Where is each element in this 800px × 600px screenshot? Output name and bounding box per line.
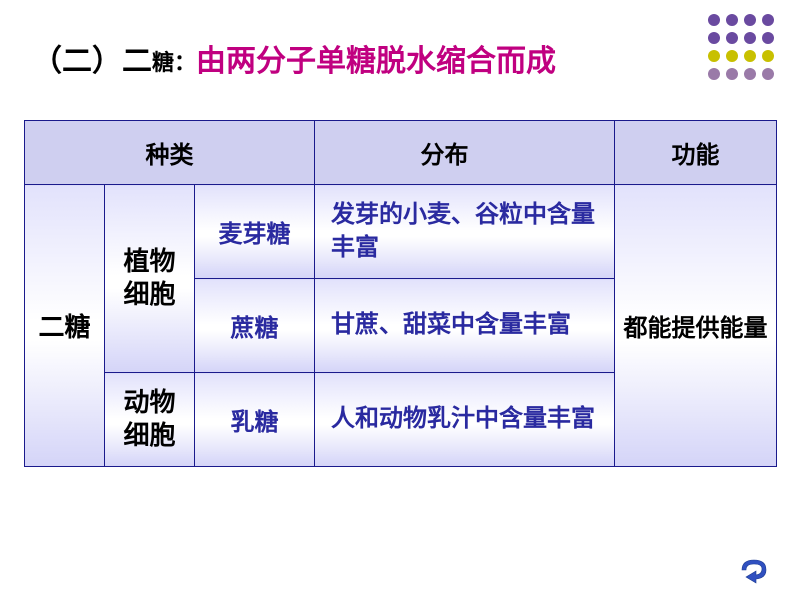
source-plant-cell: 植物细胞 xyxy=(105,185,195,373)
dot xyxy=(708,50,720,62)
dot xyxy=(726,68,738,80)
dot xyxy=(708,68,720,80)
dot xyxy=(726,50,738,62)
dot xyxy=(744,50,756,62)
sugar-cell: 蔗糖 xyxy=(195,279,315,373)
sugar-cell: 乳糖 xyxy=(195,373,315,467)
dot xyxy=(762,14,774,26)
title-highlight: 由两分子单糖脱水缩合而成 xyxy=(196,45,556,78)
distribution-text: 甘蔗、甜菜中含量丰富 xyxy=(315,309,614,341)
sugar-cell: 麦芽糖 xyxy=(195,185,315,279)
slide-container: （二）二糖：由两分子单糖脱水缩合而成 种类 分布 功能 二糖 植物细胞 麦芽糖 … xyxy=(0,0,800,600)
dot xyxy=(708,32,720,44)
dot xyxy=(744,32,756,44)
dot xyxy=(744,14,756,26)
header-distribution: 分布 xyxy=(315,121,615,185)
table-row: 二糖 植物细胞 麦芽糖 发芽的小麦、谷粒中含量丰富 都能提供能量 xyxy=(25,185,777,279)
dot xyxy=(762,32,774,44)
dot xyxy=(726,14,738,26)
source-animal-cell: 动物细胞 xyxy=(105,373,195,467)
header-type: 种类 xyxy=(25,121,315,185)
dot xyxy=(762,68,774,80)
sugar-name: 蔗糖 xyxy=(231,316,279,342)
category-text: 二糖 xyxy=(38,313,90,342)
disaccharide-table: 种类 分布 功能 二糖 植物细胞 麦芽糖 发芽的小麦、谷粒中含量丰富 都能提供能… xyxy=(24,120,777,467)
source-animal-text: 动物细胞 xyxy=(105,387,194,452)
function-text: 都能提供能量 xyxy=(624,316,768,342)
title-prefix-small: 糖： xyxy=(152,50,196,75)
source-plant-text: 植物细胞 xyxy=(105,246,194,311)
decorative-dots xyxy=(708,14,776,82)
category-cell: 二糖 xyxy=(25,185,105,467)
table-header-row: 种类 分布 功能 xyxy=(25,121,777,185)
dot xyxy=(744,68,756,80)
sugar-name: 麦芽糖 xyxy=(219,222,291,248)
distribution-text: 发芽的小麦、谷粒中含量丰富 xyxy=(315,199,614,264)
distribution-text: 人和动物乳汁中含量丰富 xyxy=(315,403,614,435)
dot xyxy=(708,14,720,26)
distribution-cell: 甘蔗、甜菜中含量丰富 xyxy=(315,279,615,373)
dot xyxy=(762,50,774,62)
slide-title: （二）二糖：由两分子单糖脱水缩合而成 xyxy=(32,36,776,80)
distribution-cell: 人和动物乳汁中含量丰富 xyxy=(315,373,615,467)
distribution-cell: 发芽的小麦、谷粒中含量丰富 xyxy=(315,185,615,279)
header-function: 功能 xyxy=(615,121,777,185)
title-prefix: （二）二 xyxy=(32,45,152,78)
function-cell: 都能提供能量 xyxy=(615,185,777,467)
dot xyxy=(726,32,738,44)
sugar-name: 乳糖 xyxy=(231,410,279,436)
return-icon[interactable] xyxy=(736,556,772,584)
